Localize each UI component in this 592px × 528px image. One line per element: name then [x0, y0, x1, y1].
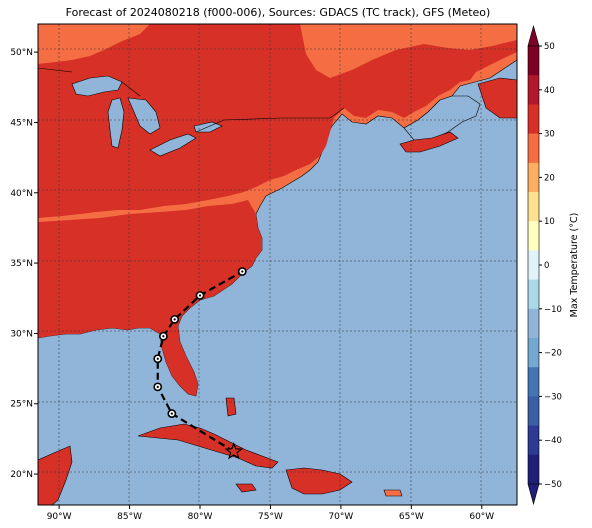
lat-tick-label: 25°N [10, 400, 33, 410]
colorbar-label: Max Temperature (°C) [569, 213, 580, 318]
colorbar: 50 40 30 20 10 0 −10 −20 −30 −40 −50 [527, 24, 562, 506]
colorbar-segment [528, 104, 539, 135]
track-point-center-icon [241, 270, 244, 273]
lake-erie [149, 133, 197, 157]
colorbar-tick-label: 20 [544, 173, 555, 183]
colorbar-segment [528, 338, 539, 368]
newfoundland [477, 77, 517, 119]
lon-tick-label: 75°W [258, 512, 283, 522]
heat-region-hot [38, 24, 517, 218]
colorbar-segment [528, 133, 539, 164]
colorbar-segment [528, 367, 539, 397]
colorbar-segment [528, 75, 539, 105]
lon-tick-label: 80°W [188, 512, 213, 522]
star-icon [224, 441, 243, 460]
lat-tick-label: 20°N [10, 470, 33, 480]
colorbar-segment [528, 396, 539, 427]
colorbar-segment [528, 308, 539, 339]
lake-superior [71, 75, 123, 97]
colorbar-segment [528, 192, 539, 222]
gridlines [38, 24, 517, 505]
lon-tick-label: 90°W [47, 512, 72, 522]
colorbar-segment [528, 454, 539, 485]
lon-tick-label: 70°W [328, 512, 353, 522]
colorbar-extend-top [527, 24, 540, 47]
colorbar-tick-label: 40 [544, 86, 555, 96]
lon-tick-label: 60°W [469, 512, 494, 522]
lat-tick-label: 50°N [10, 48, 33, 58]
nova-scotia [399, 131, 459, 153]
lon-tick-label: 65°W [399, 512, 424, 522]
map-area [38, 24, 517, 505]
lake-huron [127, 97, 161, 135]
lon-tick-label: 85°W [117, 512, 142, 522]
yucatan [38, 445, 73, 505]
heat-region-south [38, 200, 262, 396]
track-point-center-icon [198, 294, 202, 297]
colorbar-tick-label: 0 [544, 261, 549, 271]
puerto-rico [383, 489, 403, 497]
colorbar-tick-label: −10 [544, 305, 562, 315]
track-point-center-icon [156, 385, 159, 388]
latitude-ticks: 20°N 25°N 30°N 35°N 40°N 45°N 50°N [10, 48, 38, 480]
storm-track-line [156, 270, 243, 453]
map-title: Forecast of 2024080218 (f000-006), Sourc… [65, 6, 491, 19]
colorbar-extend-bottom [527, 483, 540, 506]
lake-michigan [107, 97, 125, 149]
colorbar-segment [528, 162, 539, 193]
lat-tick-label: 45°N [10, 118, 33, 128]
heat-region-warm-northeast [300, 24, 517, 78]
colorbar-tick-label: 10 [544, 217, 555, 227]
colorbar-tick-label: −30 [544, 392, 562, 402]
heat-region-warm-north [38, 24, 150, 64]
colorbar-segment [528, 425, 539, 456]
hispaniola [285, 467, 353, 495]
colorbar-tick-label: −20 [544, 349, 562, 359]
andros-island [225, 397, 237, 417]
lat-tick-label: 35°N [10, 259, 33, 269]
colorbar-segment [528, 46, 539, 76]
us-canada-border [38, 67, 345, 133]
track-point-center-icon [162, 335, 165, 338]
colorbar-tick-label: −40 [544, 436, 562, 446]
colorbar-tick-label: 30 [544, 130, 555, 140]
track-point-center-icon [170, 412, 173, 415]
storm-track-points [153, 267, 247, 460]
colorbar-segment [528, 250, 539, 281]
lat-tick-label: 30°N [10, 329, 33, 339]
colorbar-segment [528, 221, 539, 251]
longitude-ticks: 90°W 85°W 80°W 75°W 70°W 65°W 60°W [47, 505, 494, 522]
colorbar-tick-label: −50 [544, 480, 562, 490]
track-point-center-icon [173, 318, 176, 321]
colorbar-tick-label: 50 [544, 42, 555, 52]
lat-tick-label: 40°N [10, 189, 33, 199]
colorbar-segment [528, 279, 539, 310]
track-point-center-icon [156, 357, 159, 360]
map-frame [37, 23, 518, 506]
jamaica [235, 483, 257, 493]
